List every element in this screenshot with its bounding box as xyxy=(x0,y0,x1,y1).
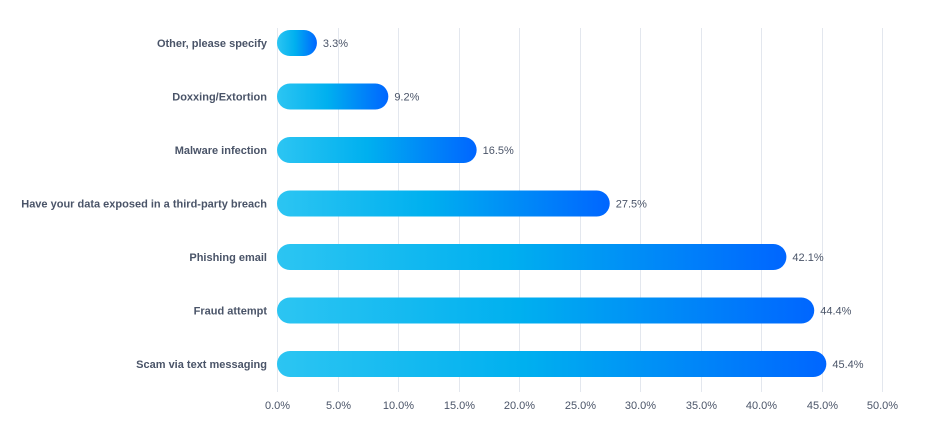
x-tick-label: 5.0% xyxy=(326,400,351,412)
value-label: 16.5% xyxy=(483,145,514,157)
value-label: 3.3% xyxy=(323,38,348,50)
bar-row: Phishing email 42.1% xyxy=(189,244,824,270)
value-label: 42.1% xyxy=(792,252,823,264)
bar xyxy=(277,351,827,377)
x-tick-label: 0.0% xyxy=(265,400,290,412)
x-axis-ticks: 0.0% 5.0% 10.0% 15.0% 20.0% 25.0% 30.0% 35.0% 40… xyxy=(265,400,898,412)
bar xyxy=(277,190,610,217)
category-label: Scam via text messaging xyxy=(136,359,267,371)
bar-row: Have your data exposed in a third-party … xyxy=(21,190,647,217)
bar xyxy=(277,137,477,163)
value-label: 9.2% xyxy=(394,92,419,104)
x-tick-label: 20.0% xyxy=(504,400,535,412)
bar-row: Other, please specify 3.3% xyxy=(157,30,348,56)
bar xyxy=(277,30,317,56)
bar-row: Scam via text messaging 45.4% xyxy=(136,351,864,377)
bar-row: Malware infection 16.5% xyxy=(175,137,514,163)
bar-row: Fraud attempt 44.4% xyxy=(194,297,852,324)
category-label: Doxxing/Extortion xyxy=(172,92,267,104)
x-tick-label: 45.0% xyxy=(807,400,838,412)
category-label: Have your data exposed in a third-party … xyxy=(21,199,267,211)
x-tick-label: 30.0% xyxy=(625,400,656,412)
bar-row: Doxxing/Extortion 9.2% xyxy=(172,83,420,110)
bar xyxy=(277,297,815,324)
x-tick-label: 25.0% xyxy=(565,400,596,412)
category-label: Other, please specify xyxy=(157,38,268,50)
category-label: Malware infection xyxy=(175,145,268,157)
bar xyxy=(277,244,787,270)
x-tick-label: 35.0% xyxy=(686,400,717,412)
category-label: Phishing email xyxy=(189,252,267,264)
value-label: 27.5% xyxy=(616,199,647,211)
bars: Other, please specify 3.3% Doxxing/Extorti… xyxy=(21,30,864,377)
value-label: 45.4% xyxy=(832,359,863,371)
bar xyxy=(277,83,389,110)
x-tick-label: 15.0% xyxy=(444,400,475,412)
category-label: Fraud attempt xyxy=(194,306,268,318)
x-tick-label: 40.0% xyxy=(746,400,777,412)
x-tick-label: 10.0% xyxy=(383,400,414,412)
value-label: 44.4% xyxy=(820,306,851,318)
x-tick-label: 50.0% xyxy=(867,400,898,412)
